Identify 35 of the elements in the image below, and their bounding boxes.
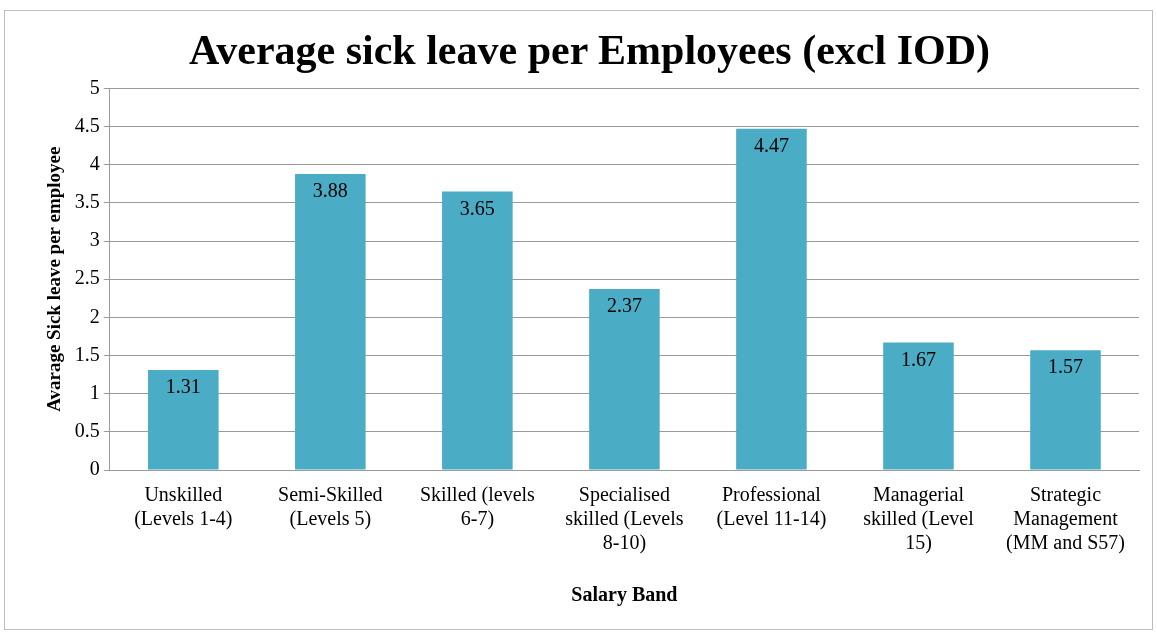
data-label: 3.65 [459, 196, 495, 219]
data-label: 1.31 [165, 375, 201, 398]
y-tick-label: 3 [89, 228, 100, 251]
x-tick-label: Strategic Management (MM and S57) [1006, 483, 1125, 555]
bar [295, 173, 366, 470]
x-tick-label: Managerial skilled (Level 15) [863, 483, 975, 555]
y-tick-label: 3.5 [74, 190, 100, 213]
bar [736, 128, 807, 470]
chart-title: Average sick leave per Employees (excl IOD) [189, 27, 990, 75]
y-axis-title: Avarage Sick leave per employee [43, 146, 65, 412]
bar [148, 370, 219, 470]
bar [883, 342, 954, 470]
data-label: 2.37 [606, 294, 642, 317]
y-tick-label: 2 [89, 304, 100, 327]
x-tick-label: Skilled (levels 6-7) [419, 483, 536, 531]
y-tick-label: 0 [89, 457, 100, 480]
bar [589, 289, 660, 470]
x-tick-label: Specialised skilled (Levels 8-10) [565, 483, 684, 555]
y-tick-label: 1 [89, 380, 100, 403]
data-label: 4.47 [753, 134, 789, 157]
y-tick-label: 2.5 [74, 266, 100, 289]
y-tick-label: 5 [89, 75, 100, 98]
bar [442, 191, 513, 470]
data-label: 3.88 [312, 179, 348, 202]
bar [1030, 350, 1101, 470]
x-tick-label: Professional (Level 11-14) [716, 483, 827, 531]
x-axis-title: Salary Band [571, 583, 678, 607]
data-label: 1.57 [1047, 355, 1083, 378]
y-tick-label: 1.5 [74, 342, 100, 365]
y-tick-label: 4 [89, 151, 100, 174]
x-tick-label: Unskilled (Levels 1-4) [134, 483, 233, 531]
y-tick-label: 4.5 [74, 113, 100, 136]
y-tick-label: 0.5 [74, 419, 100, 442]
x-tick-label: Semi-Skilled (Levels 5) [278, 483, 383, 531]
data-label: 1.67 [900, 347, 936, 370]
